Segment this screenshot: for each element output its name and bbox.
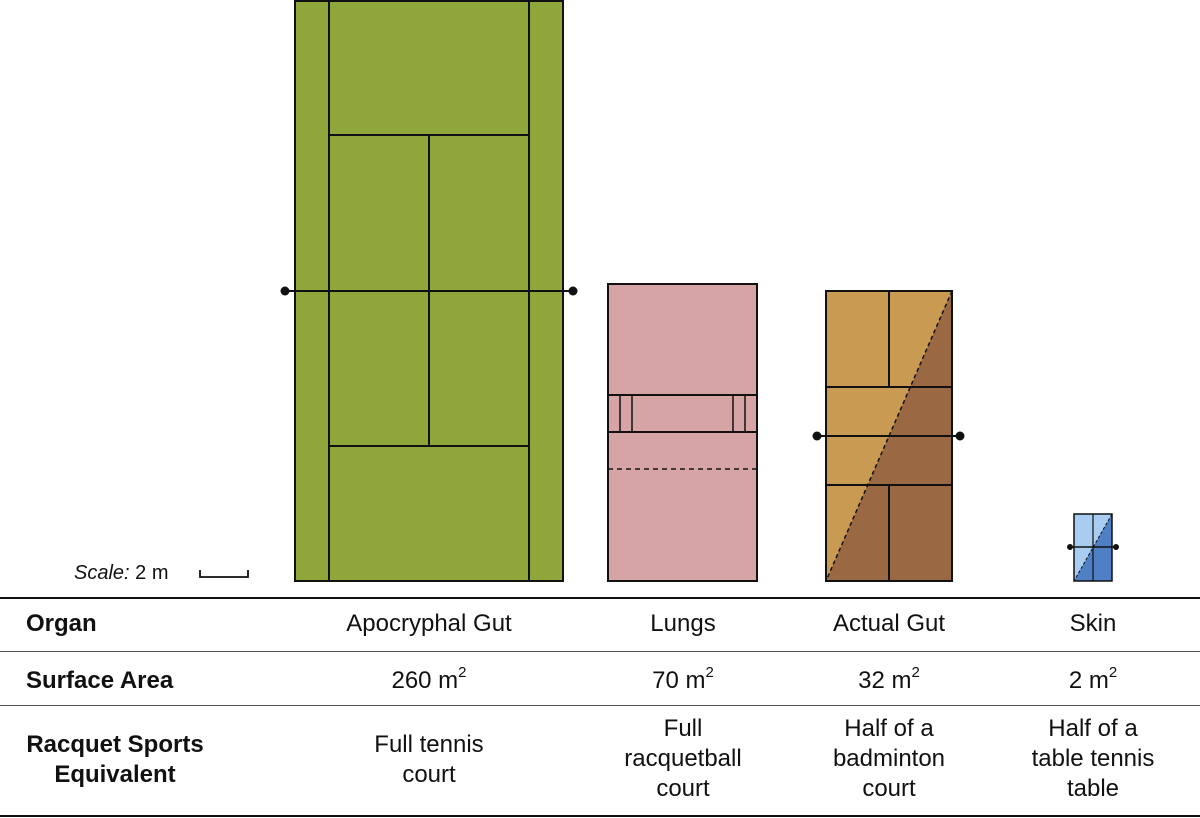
badminton-court: [812, 290, 965, 582]
courts-graphic: [199, 0, 1119, 582]
surface-area-value: 32 m2: [858, 664, 920, 694]
racquetball-court: [607, 283, 758, 582]
table-tennis-table: [1067, 513, 1119, 582]
surface-area-value: 260 m2: [391, 664, 467, 694]
table-top-rule: [0, 597, 1200, 599]
surface-area-value: 70 m2: [652, 664, 714, 694]
table-bottom-rule: [0, 815, 1200, 817]
racquet-header-line1: Racquet Sports: [26, 731, 204, 758]
scale-label-text: Scale:: [74, 562, 130, 584]
racquet-equivalent: Full tennis court: [374, 731, 484, 788]
organ-name: Actual Gut: [832, 610, 946, 637]
row-divider-2: [0, 705, 1200, 706]
row-header-surface-area: Surface Area: [26, 667, 174, 694]
racquet-equivalent: Half of a badminton court: [832, 715, 946, 802]
scale-label: Scale: 2 m: [74, 561, 169, 585]
racquet-header-line2: Equivalent: [54, 761, 176, 788]
row-header-organ: Organ: [26, 610, 97, 637]
racquet-equivalent: Half of a table tennis table: [1031, 715, 1155, 802]
tennis-court: [280, 0, 578, 582]
organ-name: Skin: [1069, 610, 1117, 637]
organ-name: Lungs: [650, 610, 716, 637]
racquet-equivalent: Full racquetball court: [624, 715, 742, 802]
row-header-racquet-sports: Racquet Sports Equivalent: [10, 730, 220, 790]
row-divider-1: [0, 651, 1200, 652]
scale-bar: [199, 570, 249, 578]
scale-value: 2 m: [135, 562, 169, 584]
surface-area-value: 2 m2: [1068, 664, 1118, 694]
organ-name: Apocryphal Gut: [346, 610, 512, 637]
